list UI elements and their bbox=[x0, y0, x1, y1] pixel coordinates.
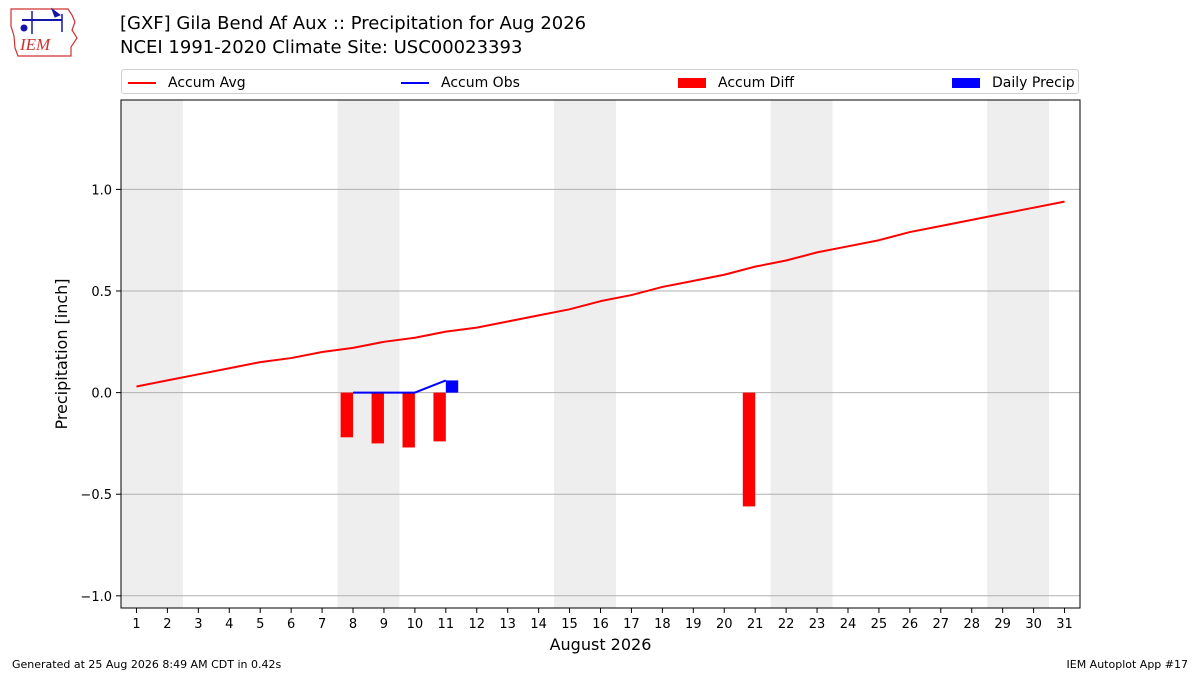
weather-instrument-icon bbox=[20, 7, 63, 34]
x-tick-label: 10 bbox=[407, 617, 424, 632]
x-tick-label: 26 bbox=[902, 617, 919, 632]
x-tick-label: 21 bbox=[747, 617, 764, 632]
x-tick-label: 22 bbox=[778, 617, 795, 632]
legend-label: Daily Precip bbox=[992, 74, 1075, 91]
legend-swatch-accum-avg bbox=[128, 81, 156, 84]
y-tick-label: −0.5 bbox=[80, 488, 112, 503]
y-tick-label: 1.0 bbox=[91, 183, 112, 198]
footer-generated-text: Generated at 25 Aug 2026 8:49 AM CDT in … bbox=[12, 658, 282, 671]
accum-diff-bar bbox=[340, 392, 354, 438]
x-tick-label: 28 bbox=[963, 617, 980, 632]
legend-swatch-accum-diff bbox=[678, 77, 706, 88]
iem-logo: IEM bbox=[10, 7, 78, 57]
legend-swatch-daily-precip bbox=[952, 77, 980, 88]
legend: Accum Avg Accum Obs Accum Diff Daily Pre… bbox=[121, 69, 1079, 94]
x-tick-label: 23 bbox=[809, 617, 826, 632]
x-tick-label: 29 bbox=[994, 617, 1011, 632]
x-tick-label: 20 bbox=[716, 617, 733, 632]
x-tick-label: 25 bbox=[871, 617, 888, 632]
y-tick-label: −1.0 bbox=[80, 590, 112, 605]
x-tick-label: 14 bbox=[530, 617, 547, 632]
x-tick-label: 4 bbox=[225, 617, 233, 632]
weekend-shade bbox=[770, 100, 833, 608]
y-axis-label: Precipitation [inch] bbox=[52, 278, 71, 429]
accum-diff-bar bbox=[433, 392, 446, 442]
chart-subtitle: NCEI 1991-2020 Climate Site: USC00023393 bbox=[120, 37, 523, 58]
legend-swatch-accum-obs bbox=[401, 81, 429, 84]
accum-diff-bar bbox=[742, 392, 756, 507]
y-tick-label: 0.5 bbox=[91, 285, 112, 300]
x-tick-label: 2 bbox=[163, 617, 171, 632]
x-tick-label: 6 bbox=[287, 617, 295, 632]
x-tick-label: 9 bbox=[380, 617, 388, 632]
iowa-outline bbox=[10, 8, 78, 57]
legend-label: Accum Obs bbox=[441, 74, 520, 91]
x-tick-label: 16 bbox=[592, 617, 609, 632]
daily-precip-bar bbox=[445, 380, 459, 393]
accum-obs-line bbox=[353, 379, 447, 394]
x-tick-label: 15 bbox=[561, 617, 578, 632]
chart-title: [GXF] Gila Bend Af Aux :: Precipitation … bbox=[120, 13, 587, 34]
legend-item-accum-diff: Accum Diff bbox=[678, 70, 794, 95]
legend-item-accum-avg: Accum Avg bbox=[128, 70, 246, 95]
x-tick-label: 30 bbox=[1025, 617, 1042, 632]
x-tick-label: 17 bbox=[623, 617, 640, 632]
x-tick-label: 3 bbox=[194, 617, 202, 632]
legend-item-daily-precip: Daily Precip bbox=[952, 70, 1075, 95]
legend-label: Accum Avg bbox=[168, 74, 246, 91]
x-tick-label: 7 bbox=[318, 617, 326, 632]
x-tick-label: 12 bbox=[468, 617, 485, 632]
accum-diff-bar bbox=[402, 392, 415, 448]
x-tick-label: 18 bbox=[654, 617, 671, 632]
weekend-shade bbox=[987, 100, 1050, 608]
logo-text: IEM bbox=[19, 35, 51, 54]
footer-app-text: IEM Autoplot App #17 bbox=[1066, 658, 1189, 671]
x-tick-label: 13 bbox=[499, 617, 516, 632]
x-tick-label: 8 bbox=[349, 617, 357, 632]
x-tick-label: 1 bbox=[132, 617, 140, 632]
x-tick-label: 27 bbox=[933, 617, 950, 632]
legend-label: Accum Diff bbox=[718, 74, 795, 91]
legend-item-accum-obs: Accum Obs bbox=[401, 70, 520, 95]
x-tick-label: 19 bbox=[685, 617, 702, 632]
x-tick-label: 24 bbox=[840, 617, 857, 632]
weekend-shade bbox=[554, 100, 616, 608]
accum-avg-line bbox=[136, 200, 1065, 388]
weekend-shade bbox=[121, 100, 183, 608]
x-tick-label: 11 bbox=[438, 617, 455, 632]
x-tick-label: 5 bbox=[256, 617, 264, 632]
x-tick-label: 31 bbox=[1056, 617, 1073, 632]
accum-diff-bar bbox=[371, 392, 384, 444]
y-tick-label: 0.0 bbox=[91, 387, 112, 402]
x-axis-label: August 2026 bbox=[550, 635, 652, 654]
weekend-shade bbox=[337, 100, 400, 608]
